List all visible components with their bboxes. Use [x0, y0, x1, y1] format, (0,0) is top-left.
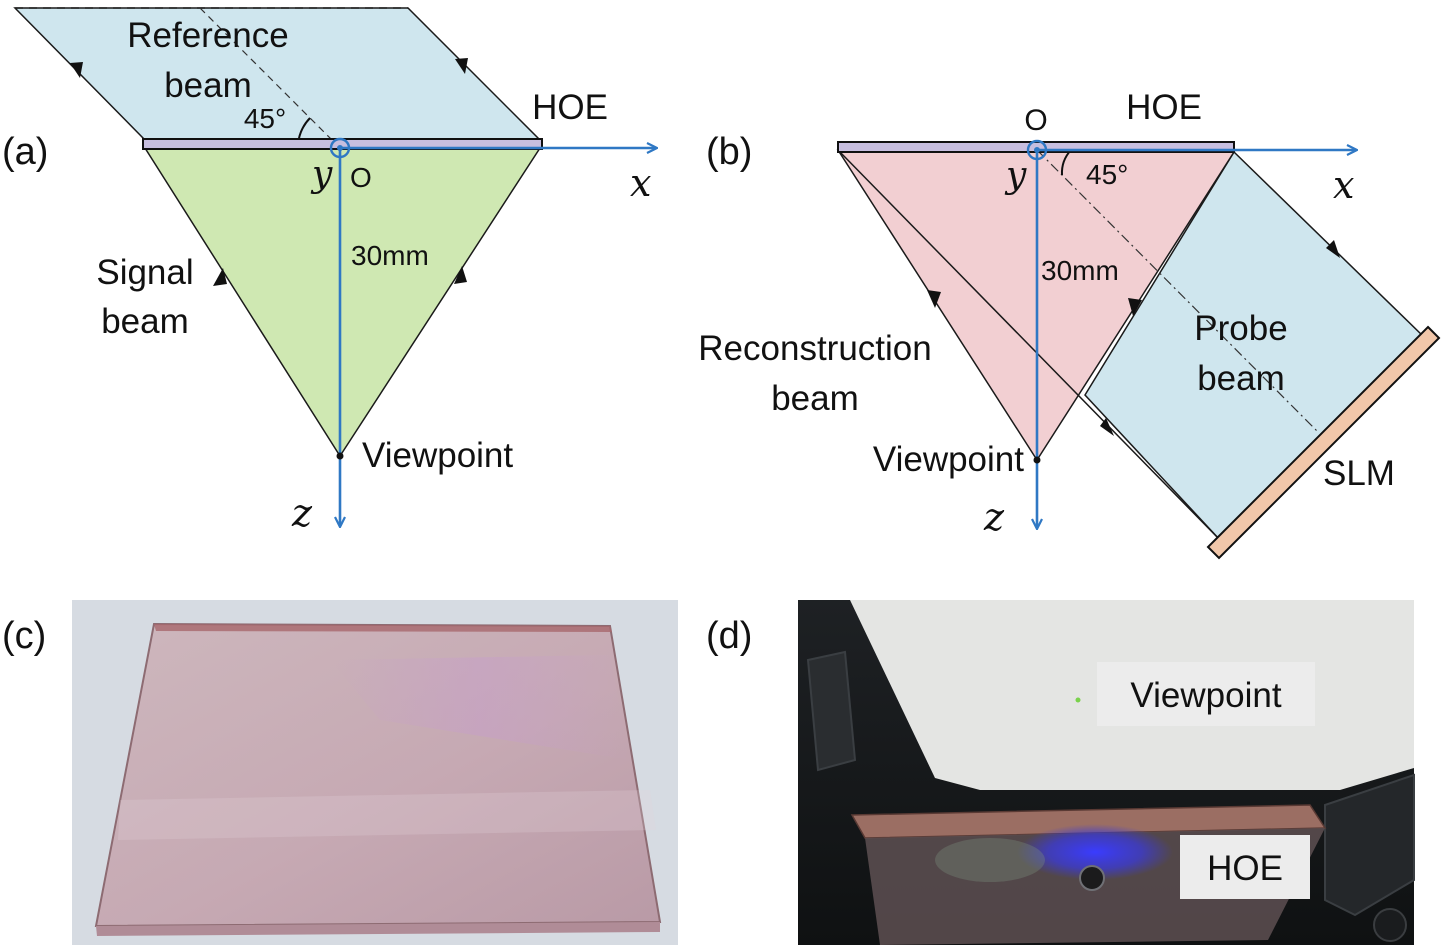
hoe-glass-sample [94, 622, 662, 936]
reference-beam-label-line2: beam [164, 66, 252, 105]
signal-beam-label-line1: Signal [96, 253, 193, 292]
slm-label: SLM [1323, 454, 1395, 493]
reconstruction-beam-label-line1: Reconstruction [698, 329, 931, 368]
beam-direction-arrow [454, 266, 467, 284]
beam-direction-arrow [213, 268, 227, 286]
panel-label-c: (c) [2, 615, 46, 657]
reconstruction-beam-label-line2: beam [771, 379, 859, 418]
z-axis-label-a: z [291, 491, 313, 535]
origin-label-b: O [1024, 104, 1047, 137]
hoe-label-a: HOE [532, 88, 608, 127]
beam-direction-arrow [927, 290, 941, 308]
y-axis-out-of-page-symbol-a [329, 137, 351, 159]
beam-direction-arrow [1100, 418, 1114, 436]
distance-label-a: 30mm [351, 240, 429, 271]
beam-direction-arrow [70, 62, 83, 78]
panel-c: (c) [2, 600, 678, 945]
viewpoint-label-a: Viewpoint [362, 436, 513, 475]
y-axis-out-of-page-symbol-b [1026, 139, 1048, 161]
probe-beam-center-dashdot-line [1036, 149, 1319, 433]
reference-beam-label-line1: Reference [127, 16, 288, 55]
reference-beam-center-dashed-line [199, 7, 341, 149]
mount-screw [1373, 908, 1407, 942]
distance-label-b: 30mm [1041, 255, 1119, 286]
y-axis-label-b: y [1004, 155, 1027, 196]
viewpoint-dot-b [1033, 456, 1041, 464]
probe-beam-label-line1: Probe [1194, 309, 1287, 348]
hoe-label-d: HOE [1207, 849, 1283, 888]
viewpoint-label-b: Viewpoint [873, 440, 1024, 479]
origin-label-a: O [350, 162, 372, 193]
panel-a: (a) Reference beam 45° HOE y O x 30mm Si… [2, 7, 656, 535]
angle-label-b: 45° [1086, 159, 1128, 190]
viewpoint-green-spot [1075, 697, 1081, 703]
viewpoint-dot-a [336, 452, 344, 460]
signal-beam-region [143, 147, 542, 458]
x-axis-label-a: x [630, 161, 651, 205]
hoe-label-box [1180, 835, 1310, 899]
panel-d: Viewpoint HOE (d) [706, 600, 1415, 945]
optical-mount-right [1324, 773, 1415, 917]
beam-direction-arrow [1128, 298, 1142, 316]
angle-label-a: 45° [244, 103, 286, 134]
panel-label-b: (b) [706, 131, 752, 173]
hoe-label-b: HOE [1126, 88, 1202, 127]
slm-plate [1206, 325, 1441, 560]
panel-b: (b) O HOE y 45° x 30mm Probe beam Recons… [698, 88, 1441, 560]
viewpoint-label-box [1097, 662, 1315, 726]
x-axis-label-b: x [1333, 163, 1354, 207]
reconstruction-beam-inner-edge [837, 149, 1221, 541]
panel-label-a: (a) [2, 131, 48, 173]
viewpoint-label-d: Viewpoint [1130, 676, 1281, 715]
y-axis-label-a: y [310, 154, 333, 195]
z-axis-label-b: z [983, 495, 1005, 539]
beam-direction-arrow [455, 58, 468, 74]
probe-beam-label-line2: beam [1197, 359, 1285, 398]
optical-mount-left [806, 650, 857, 772]
beam-direction-arrow [1326, 240, 1340, 258]
panel-label-d: (d) [706, 615, 752, 657]
signal-beam-label-line2: beam [101, 302, 189, 341]
